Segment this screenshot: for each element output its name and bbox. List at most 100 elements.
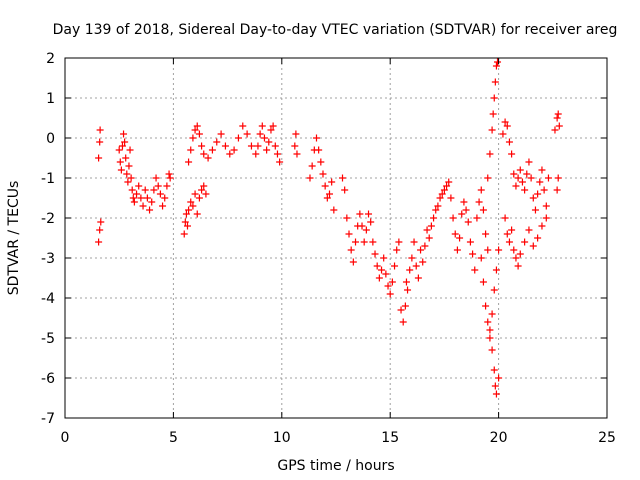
data-point <box>189 202 197 210</box>
data-point <box>356 210 364 218</box>
data-point <box>187 198 195 206</box>
data-point <box>516 166 524 174</box>
data-point <box>529 242 537 250</box>
data-point <box>445 178 453 186</box>
data-point <box>554 110 562 118</box>
data-point <box>308 162 316 170</box>
data-point <box>181 218 189 226</box>
data-point <box>501 214 509 222</box>
y-axis-ticks: -7 -6 -5 -4 -3 -2 -1 0 1 2 <box>41 51 607 427</box>
data-point <box>130 198 138 206</box>
data-point <box>488 346 496 354</box>
data-point <box>317 158 325 166</box>
data-point <box>447 194 455 202</box>
data-point <box>182 210 190 218</box>
data-point <box>115 146 123 154</box>
data-point <box>494 58 502 66</box>
data-point <box>451 230 459 238</box>
data-point <box>256 130 264 138</box>
data-point <box>150 186 158 194</box>
data-point <box>492 266 500 274</box>
data-point <box>462 206 470 214</box>
y-tick-label: 2 <box>46 51 55 67</box>
data-point <box>321 182 329 190</box>
data-point <box>306 174 314 182</box>
data-point <box>488 310 496 318</box>
data-point <box>200 182 208 190</box>
data-point <box>345 230 353 238</box>
data-point <box>341 186 349 194</box>
data-point <box>315 146 323 154</box>
data-point <box>234 134 242 142</box>
data-point <box>471 266 479 274</box>
y-tick-label: -4 <box>41 291 55 307</box>
data-point <box>95 154 103 162</box>
data-point <box>508 226 516 234</box>
data-point <box>458 210 466 218</box>
data-point <box>221 142 229 150</box>
data-point <box>325 190 333 198</box>
data-point <box>551 126 559 134</box>
data-point <box>432 206 440 214</box>
data-point <box>141 186 149 194</box>
data-point <box>365 210 373 218</box>
data-point <box>510 246 518 254</box>
data-point <box>139 202 147 210</box>
y-tick-label: -6 <box>41 371 55 387</box>
data-point <box>525 158 533 166</box>
data-point <box>127 174 135 182</box>
data-point <box>460 198 468 206</box>
data-point <box>542 214 550 222</box>
data-point <box>473 214 481 222</box>
data-point <box>120 130 128 138</box>
data-point <box>453 246 461 254</box>
data-point <box>540 186 548 194</box>
data-point <box>538 166 546 174</box>
data-point <box>371 250 379 258</box>
data-point <box>276 158 284 166</box>
y-tick-label: -2 <box>41 211 55 227</box>
data-point <box>137 194 145 202</box>
data-point <box>518 178 526 186</box>
data-point <box>217 130 225 138</box>
data-point <box>122 154 130 162</box>
data-point <box>514 262 522 270</box>
data-point <box>391 262 399 270</box>
data-point <box>319 170 327 178</box>
data-point <box>123 170 131 178</box>
data-point <box>96 138 104 146</box>
data-point <box>440 186 448 194</box>
data-point <box>312 134 320 142</box>
x-tick-label: 20 <box>490 430 508 446</box>
data-point <box>243 130 251 138</box>
data-point <box>258 122 266 130</box>
data-point <box>404 286 412 294</box>
data-point <box>486 334 494 342</box>
data-point <box>495 374 503 382</box>
data-point <box>488 126 496 134</box>
data-point <box>534 234 542 242</box>
data-point <box>542 202 550 210</box>
data-point <box>490 286 498 294</box>
data-point <box>148 198 156 206</box>
data-point <box>200 150 208 158</box>
data-point <box>213 138 221 146</box>
data-point <box>514 174 522 182</box>
data-point <box>247 142 255 150</box>
data-point <box>152 174 160 182</box>
data-point <box>421 242 429 250</box>
grid-lines <box>65 58 607 418</box>
data-point <box>555 122 563 130</box>
data-point <box>449 214 457 222</box>
data-point <box>438 190 446 198</box>
data-point <box>124 178 132 186</box>
data-point <box>189 134 197 142</box>
data-point <box>479 206 487 214</box>
data-point <box>521 186 529 194</box>
data-point <box>382 270 390 278</box>
data-point <box>412 262 420 270</box>
data-point <box>254 142 262 150</box>
data-point <box>328 178 336 186</box>
data-point <box>375 274 383 282</box>
